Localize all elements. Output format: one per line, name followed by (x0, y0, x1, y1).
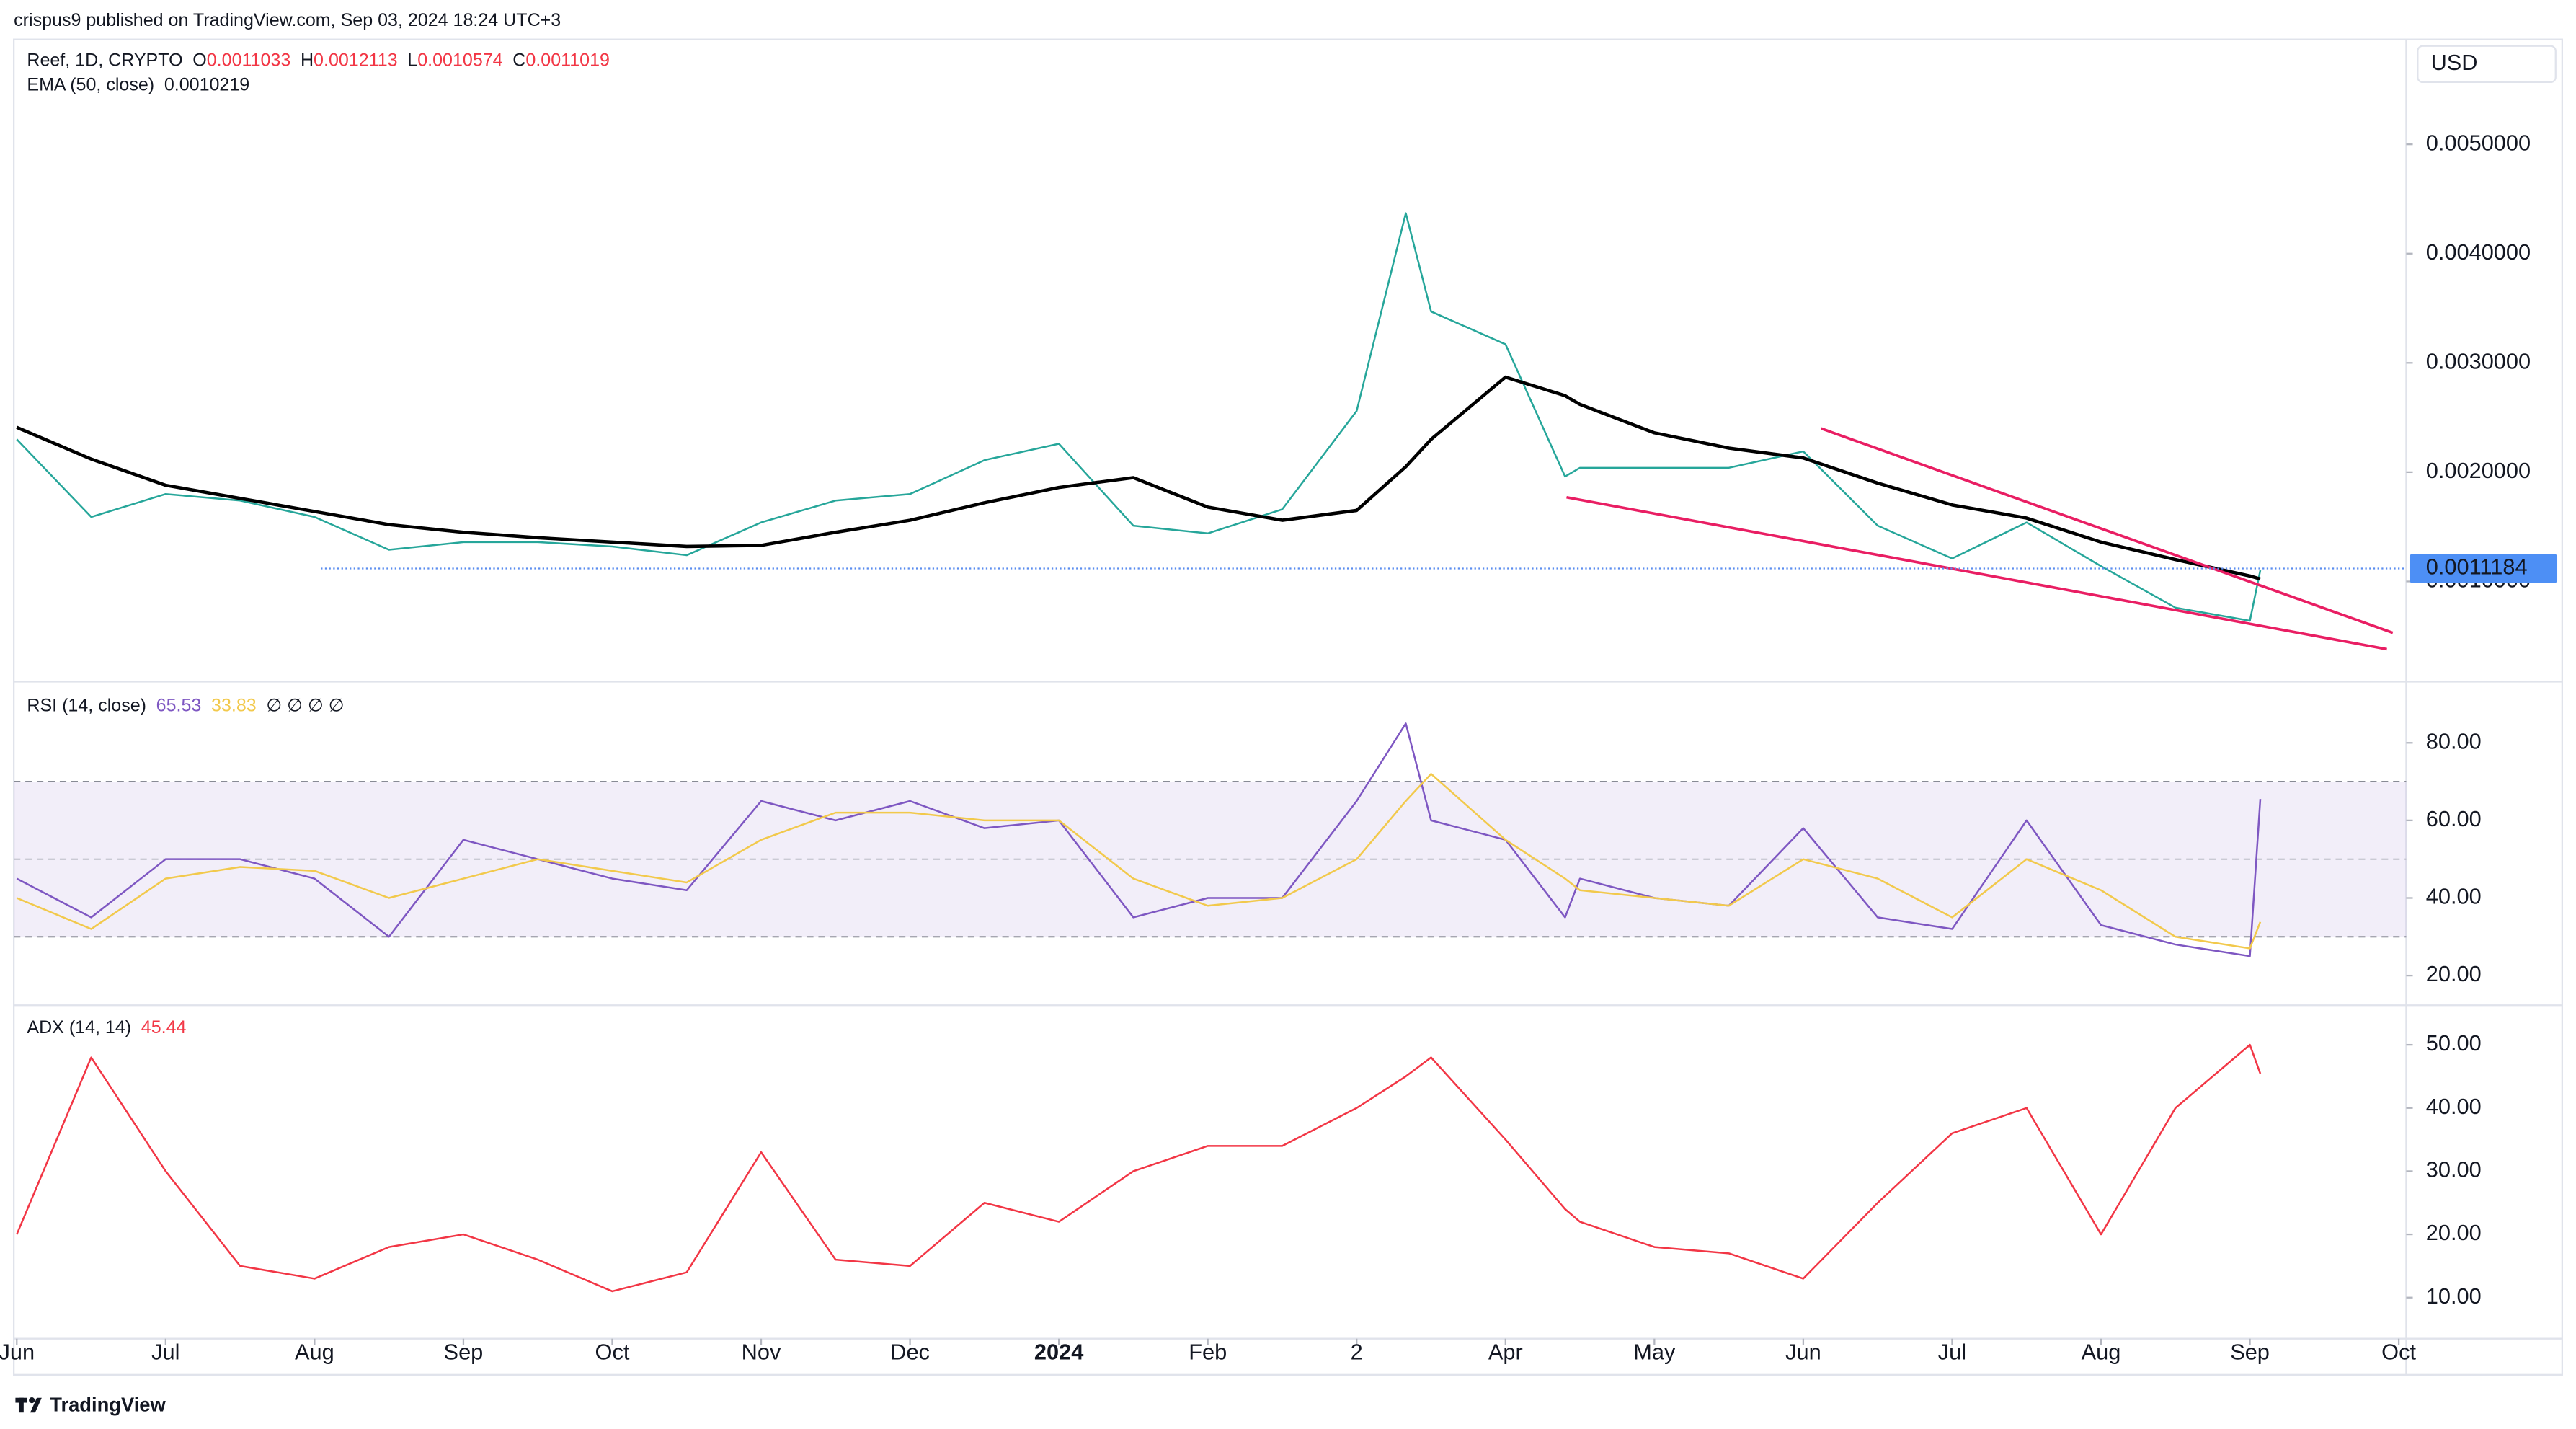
series-line (16, 375, 2261, 581)
currency-label: USD (2431, 50, 2478, 75)
x-tick-label: Sep (444, 1339, 484, 1364)
x-tick-label: Aug (295, 1339, 334, 1364)
last-price-label: 0.0011184 (2426, 554, 2528, 580)
legend: Reef, 1D, CRYPTO O0.0011033 H0.0012113 L0.0… (27, 50, 610, 70)
y-tick-label: 0.0040000 (2426, 239, 2531, 265)
y-tick-label: 20.00 (2426, 961, 2482, 986)
header: crispus9 published on TradingView.com, S… (14, 10, 561, 30)
x-tick-label: Nov (742, 1339, 781, 1364)
y-tick-label: 0.0030000 (2426, 348, 2531, 373)
legend-title: RSI (14, close) (27, 695, 146, 715)
ohlc-value: 0.0011019 (525, 50, 610, 70)
y-tick-label: 20.00 (2426, 1220, 2482, 1245)
legend: ADX (14, 14) 45.44 (27, 1017, 186, 1038)
x-tick-label: Oct (595, 1339, 630, 1364)
legend-name: Reef, 1D, CRYPTO (27, 50, 182, 70)
y-tick-label: 30.00 (2426, 1157, 2482, 1182)
x-tick-label: Oct (2381, 1339, 2416, 1364)
y-tick-label: 40.00 (2426, 884, 2482, 909)
x-tick-label: Jun (1785, 1339, 1821, 1364)
x-tick-label: Jul (151, 1339, 179, 1364)
footer-brand: TradingView (50, 1393, 166, 1415)
series-line (16, 773, 2262, 950)
chart-frame (13, 38, 2563, 1376)
x-tick-label: Jul (1938, 1339, 1966, 1364)
x-tick-label: Dec (890, 1339, 930, 1364)
y-tick-label: 50.00 (2426, 1030, 2482, 1056)
x-tick-label: May (1633, 1339, 1676, 1364)
last-price-box (2409, 554, 2558, 584)
ohlc-value: 0.0011033 (207, 50, 291, 70)
x-tick-label: Sep (2230, 1339, 2270, 1364)
legend-title: ADX (14, 14) (27, 1017, 131, 1038)
y-tick-label: 40.00 (2426, 1094, 2482, 1119)
y-tick-label: 0.0020000 (2426, 458, 2531, 483)
y-tick-label: 80.00 (2426, 728, 2482, 753)
ohlc-key: C (512, 50, 525, 70)
legend: RSI (14, close) 65.53 33.83 ∅ ∅ ∅ ∅ (27, 695, 344, 715)
series-line (16, 1043, 2262, 1293)
series-line (16, 212, 2262, 622)
x-tick-label: Feb (1189, 1339, 1227, 1364)
y-tick-label: 0.0050000 (2426, 130, 2531, 155)
legend-value: 45.44 (141, 1017, 187, 1038)
ohlc-value: 0.0012113 (314, 50, 398, 70)
ohlc-value: 0.0010574 (417, 50, 502, 70)
ohlc-key: O (192, 50, 206, 70)
legend-value: 33.83 (211, 695, 257, 715)
x-tick-label: Apr (1488, 1339, 1523, 1364)
x-tick-label: Aug (2082, 1339, 2121, 1364)
legend-value: 65.53 (156, 695, 202, 715)
currency-box (2417, 45, 2557, 84)
ohlc-key: H (301, 50, 314, 70)
ohlc-key: L (407, 50, 417, 70)
trendline (1821, 427, 2394, 634)
y-tick-label: 60.00 (2426, 806, 2482, 831)
legend-name: EMA (50, close) (27, 74, 154, 94)
footer-logo (15, 1397, 42, 1413)
x-tick-label: 2024 (1034, 1339, 1083, 1364)
x-tick-label: Jun (0, 1339, 35, 1364)
x-tick-label: 2 (1351, 1339, 1363, 1364)
trendline (1566, 495, 2387, 651)
legend-value: 0.0010219 (164, 74, 249, 94)
legend: EMA (50, close) 0.0010219 (27, 74, 249, 94)
legend-extra: ∅ ∅ ∅ ∅ (266, 695, 344, 715)
y-tick-label: 10.00 (2426, 1283, 2482, 1309)
